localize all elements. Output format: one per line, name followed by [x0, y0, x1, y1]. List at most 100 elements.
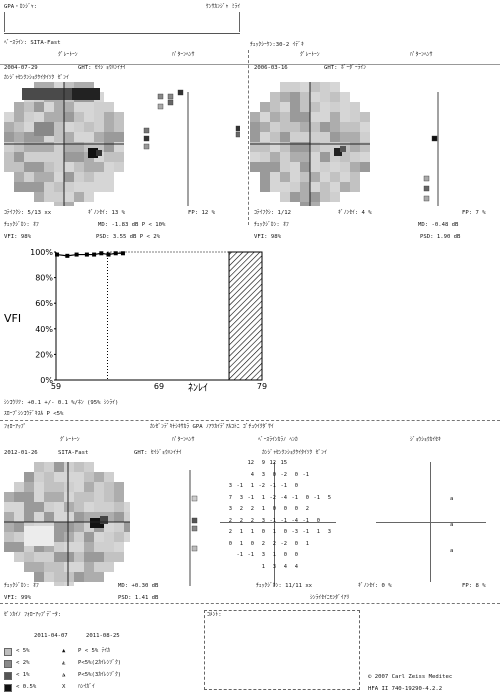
vfi-data-point: [106, 252, 111, 257]
diff-value: 1: [239, 540, 243, 547]
vfi-hatched-region: [228, 251, 263, 381]
fu-reliability: ｼﾝﾗｲｾｲﾆﾓﾝﾀﾞｲｱﾘ: [310, 595, 350, 601]
legend-label: < 1%: [16, 672, 30, 678]
diff-value: -2: [269, 494, 277, 501]
trend-slope: ｽﾛｰﾌﾟｼﾝｺｳﾃﾞｷｽﾙ P <5%: [4, 411, 64, 417]
fu-grayscale-field: [4, 462, 130, 586]
diff-value: 1: [261, 563, 265, 570]
diff-value: -1: [291, 494, 299, 501]
b2-pattern-deviation: [423, 92, 439, 206]
legend-label: < 5%: [16, 648, 30, 654]
fu-pattern-deviation: [189, 470, 198, 586]
vfi-xtick-label: 69: [154, 382, 164, 391]
vfi-ytick-label: 40%: [35, 325, 53, 334]
b1-date: 2004-07-29: [4, 65, 38, 71]
legend-date-1: 2011-04-07: [34, 633, 68, 639]
b2-pattern-title: ﾊﾟﾀｰﾝﾍﾝｻ: [410, 52, 433, 58]
b1-ght: GHT: ｾｲｼﾞｮｳﾊﾝｲﾅｲ: [78, 65, 126, 71]
b2-md: MD: -0.48 dB: [418, 222, 459, 228]
fu-gpa-title: ｼﾞｮｳｼｮｳｶｲｾｷ: [410, 437, 441, 443]
fu-psd: PSD: 1.41 dB: [118, 595, 159, 601]
comments-box: [204, 610, 360, 690]
fu-md: MD: +0.30 dB: [118, 583, 159, 589]
diff-value: 0: [283, 552, 287, 558]
diff-value: 0: [272, 471, 276, 478]
diff-value: 2: [228, 529, 232, 535]
diff-value: -2: [258, 483, 266, 489]
program-label: ﾍﾞｰｽﾗｲﾝ: SITA-Fast: [4, 40, 61, 46]
vfi-data-point: [120, 251, 125, 256]
version: HFA II 740-19290-4.2.2: [368, 686, 443, 692]
diff-value: 15: [280, 460, 288, 466]
diff-value: 1: [305, 540, 309, 547]
diff-value: 0: [294, 506, 298, 512]
b1-vfi: VFI: 98%: [4, 234, 31, 240]
diff-value: 12: [269, 460, 277, 466]
diff-value: 3: [228, 483, 232, 489]
diff-value: 7: [228, 494, 232, 501]
diff-value: 0: [272, 506, 276, 512]
diff-value: -3: [291, 529, 299, 535]
diff-value: 0: [283, 529, 287, 535]
program-right: ﾁｪｯｸｼｰｹﾝ:30-2 ｲﾃﾞｷ: [250, 42, 304, 48]
diff-value: 0: [305, 494, 309, 501]
diff-value: -1: [247, 552, 255, 558]
b2-ght: GHT: ﾎﾞｰﾀﾞｰﾗｲﾝ: [324, 65, 367, 71]
fu-fn: ｷﾞﾉﾝｾｲ: 0 %: [358, 583, 392, 589]
fu-check: ﾁｪｯｸｼﾞｶﾝ: ｵﾌ: [4, 583, 39, 589]
diff-value: 1: [250, 483, 254, 489]
patient-name: ｹﾝｻｶﾝｼﾞｬ ﾐﾗｲ: [206, 4, 241, 10]
legend-date-2: 2011-08-25: [86, 633, 120, 639]
fu-vfi: VFI: 99%: [4, 595, 31, 601]
diff-value: 3: [272, 563, 276, 570]
diff-value: 1: [272, 529, 276, 535]
diff-value: 4: [294, 563, 298, 570]
gpa-legend-symbol: X: [62, 684, 66, 690]
diff-value: 3: [261, 517, 265, 524]
diff-value: 2: [239, 517, 243, 524]
diff-value: 0: [294, 471, 298, 478]
legend-title: ｾﾞﾝｶｲﾉ ﾌｫﾛｰｱｯﾌﾟﾃﾞｰﾀ:: [4, 612, 62, 618]
vfi-ytick-label: 20%: [35, 350, 53, 359]
vfi-data-point: [84, 252, 89, 257]
diff-value: 0: [261, 529, 265, 535]
vfi-data-point: [113, 251, 118, 256]
diff-value: -1: [280, 517, 288, 524]
diff-value: 0: [294, 540, 298, 547]
vfi-ytick-label: 80%: [35, 274, 53, 283]
vfi-ytick-label: 60%: [35, 299, 53, 308]
diff-value: -1: [280, 483, 288, 489]
fu-gray-title: ｸﾞﾚｰﾄｰﾝ: [60, 437, 80, 443]
diff-value: 0: [294, 483, 298, 489]
diff-value: 1: [261, 506, 265, 512]
diff-value: -1: [236, 483, 244, 489]
fu-fp: FP: 8 %: [462, 583, 486, 589]
diff-value: 2: [239, 506, 243, 512]
vfi-ytick-label: 100%: [30, 248, 53, 257]
diff-value: 0: [316, 517, 320, 524]
diff-value: 2: [250, 506, 254, 512]
diff-value: -1: [269, 517, 277, 524]
gpa-mark: a: [450, 496, 454, 502]
trend-rate: ｼﾝｺｳﾘﾂ: +0.1 +/- 0.1 %/ﾈﾝ (95% ｼﾝﾗｲ): [4, 400, 119, 406]
fu-date: 2012-01-26: [4, 450, 38, 456]
comments-label: ｺﾒﾝﾄ:: [207, 612, 222, 618]
vfi-chart: VFI 100% 80% 60% 40% 20% 0% 59 69 79 ﾈﾝﾚｲ: [4, 248, 267, 394]
legend-label: < 2%: [16, 660, 30, 666]
vfi-data-point: [92, 252, 97, 257]
b1-title: ｸﾞﾚｰﾄｰﾝ: [58, 52, 78, 58]
fu-title: ﾌｫﾛｰｱｯﾌﾟ: [4, 424, 27, 430]
b1-check: ﾁｪｯｸｼﾞｶﾝ: ｵﾌ: [4, 222, 39, 228]
b1-fp: FP: 12 %: [188, 210, 215, 216]
diff-value: 2: [261, 540, 265, 547]
diff-value: -1: [313, 494, 321, 501]
legend-swatch: [4, 672, 12, 680]
b2-fixation: ｺﾃｲﾌｸｼ: 1/12: [254, 210, 291, 216]
diff-value: -1: [302, 471, 310, 478]
diff-value: 1: [250, 529, 254, 535]
vfi-data-point: [99, 251, 104, 256]
b1-fn: ｷﾞﾉﾝｾｲ: 13 %: [88, 210, 125, 216]
b1-pattern-title: ﾊﾟﾀｰﾝﾍﾝｻ: [172, 52, 195, 58]
b2-fn: ｷﾞﾉﾝｾｲ: 4 %: [338, 210, 372, 216]
vfi-data-point: [74, 252, 79, 257]
